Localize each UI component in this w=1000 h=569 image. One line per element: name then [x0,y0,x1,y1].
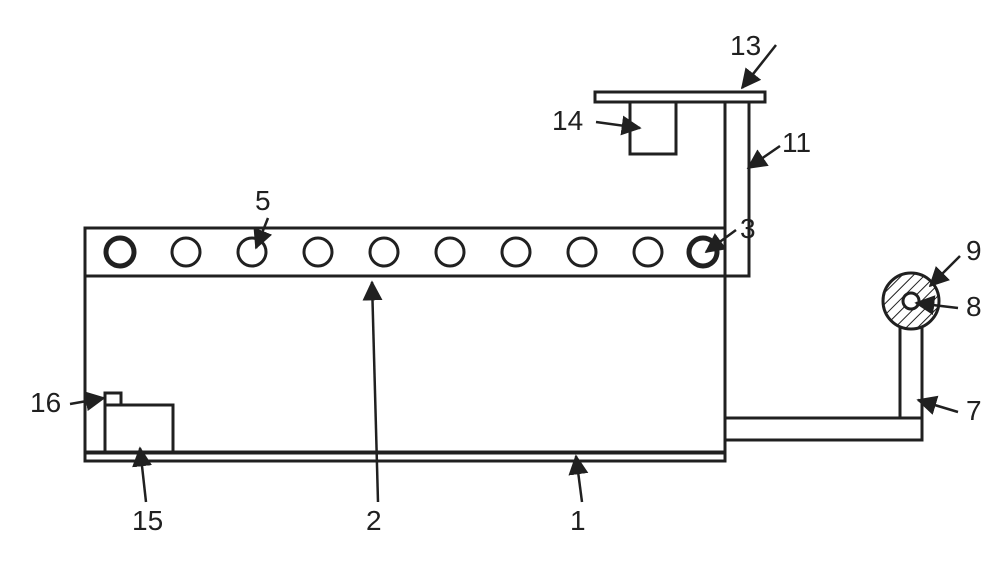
leader-arrow-7 [918,400,958,412]
leader-arrow-2 [372,282,378,502]
motor-box [105,405,173,453]
label-13: 13 [730,30,761,61]
label-14: 14 [552,105,583,136]
leader-arrow-1 [576,456,582,502]
label-15: 15 [132,505,163,536]
label-8: 8 [966,291,982,322]
roller [568,238,596,266]
base-plate [85,453,725,461]
roller-end [106,238,134,266]
roller [634,238,662,266]
leader-arrow-16 [70,398,104,404]
roller [238,238,266,266]
leader-arrow-15 [140,448,146,502]
pipe-horizontal-lower [725,418,922,440]
wheel-inner [903,293,919,309]
label-2: 2 [366,505,382,536]
label-16: 16 [30,387,61,418]
roller [436,238,464,266]
label-11: 11 [782,127,811,158]
leader-arrow-11 [748,146,780,168]
label-1: 1 [570,505,586,536]
roller [502,238,530,266]
roller [172,238,200,266]
label-9: 9 [966,235,982,266]
main-box [85,228,725,452]
label-7: 7 [966,395,982,426]
motor-tab [105,393,121,405]
schematic-canvas: 13 14 11 5 3 9 8 7 16 15 2 1 [0,0,1000,569]
roller-bar [85,228,725,276]
roller-end [689,238,717,266]
top-plate [595,92,765,102]
label-5: 5 [255,185,271,216]
roller [304,238,332,266]
roller [370,238,398,266]
leader-arrow-9 [930,256,960,286]
leader-arrow-14 [596,122,640,128]
label-3: 3 [740,213,756,244]
pipe-vertical-upper [725,102,749,276]
